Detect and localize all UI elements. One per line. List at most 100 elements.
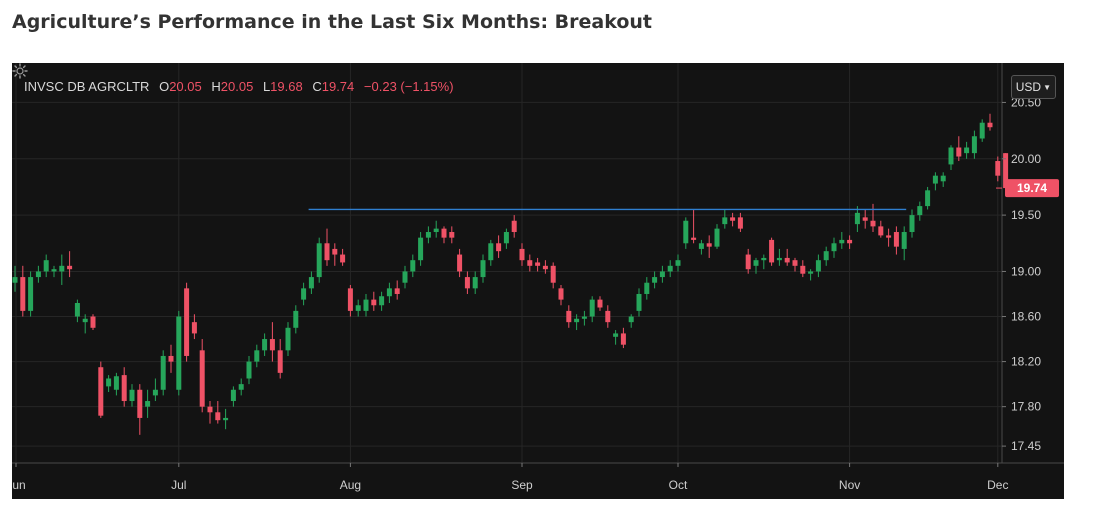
candle-body (269, 339, 275, 351)
low-label: L (262, 79, 271, 94)
candle-body (527, 260, 533, 266)
candle (893, 226, 899, 255)
candle (917, 201, 923, 221)
price-tick-label: 20.00 (1011, 152, 1041, 166)
candle-body (145, 401, 151, 407)
candle (940, 172, 946, 187)
candle-body (1003, 153, 1009, 189)
candle-body (886, 235, 892, 238)
candle-body (386, 288, 392, 297)
candle-body (238, 384, 244, 390)
candle (870, 203, 876, 233)
candle (129, 384, 135, 407)
time-tick-label: Sep (511, 478, 533, 492)
candle (277, 339, 283, 379)
candle-body (425, 232, 431, 238)
candle (558, 284, 564, 306)
candle (605, 305, 611, 328)
grid (12, 63, 1002, 463)
price-tick-label: 17.45 (1011, 439, 1041, 453)
candle-body (480, 260, 486, 278)
price-tick-label: 19.00 (1011, 264, 1041, 278)
candle-body (106, 378, 112, 387)
candle (254, 344, 260, 368)
candle-body (519, 248, 525, 261)
candle-body (98, 367, 104, 416)
candle (145, 389, 151, 418)
candle (878, 220, 884, 238)
candle (644, 277, 650, 300)
open-value: 20.05 (169, 79, 202, 94)
candle (449, 226, 455, 244)
candle-body (753, 260, 759, 266)
candle-body (620, 333, 626, 345)
candle-body (691, 237, 697, 240)
candle (909, 209, 915, 238)
candle (269, 322, 275, 362)
candle-body (652, 277, 658, 283)
candle (535, 257, 541, 272)
candle (480, 254, 486, 283)
candlestick-chart[interactable]: 20.5020.0019.5019.0018.6018.2017.8017.45… (12, 63, 1064, 499)
candle (761, 254, 767, 270)
chart-panel[interactable]: 20.50 20.00 19.50 19.00 18.60 18.20 17.80 17.45… (12, 63, 1064, 499)
candle (800, 260, 806, 278)
candle (98, 361, 104, 418)
candle-body (995, 161, 1001, 176)
candle-body (418, 237, 424, 261)
candle-body (558, 288, 564, 300)
candle-body (854, 212, 860, 225)
time-tick-label: Dec (987, 478, 1008, 492)
candle (808, 269, 814, 281)
candle-body (574, 318, 580, 323)
time-tick-label: Aug (340, 478, 361, 492)
candle (457, 248, 463, 278)
price-axis-panel[interactable] (1002, 63, 1064, 499)
candle (496, 235, 502, 258)
currency-dropdown-button[interactable]: USD ▼ (1010, 75, 1056, 99)
candle (324, 228, 330, 266)
gear-icon[interactable] (12, 63, 28, 79)
candle-body (441, 228, 447, 238)
candle (160, 350, 166, 396)
candle-body (925, 190, 931, 207)
price-tick-label: 19.50 (1011, 208, 1041, 222)
candle (168, 344, 174, 373)
candle (550, 262, 556, 289)
candle-body (199, 350, 205, 407)
candle-body (90, 316, 96, 328)
candle-body (893, 232, 899, 247)
candle (464, 271, 470, 294)
candle (776, 248, 782, 266)
candle-body (215, 412, 221, 421)
candle (847, 235, 853, 249)
time-axis: Jun Jul Aug Sep Oct Nov Dec (12, 463, 1008, 492)
candle-body (152, 389, 158, 396)
candle (230, 386, 236, 407)
candle (285, 322, 291, 356)
candle (238, 378, 244, 396)
change-value: −0.23 (−1.15%) (363, 79, 454, 94)
low-value: 19.68 (270, 79, 303, 94)
candle-body (862, 217, 868, 221)
candle-body (581, 316, 587, 319)
candle-body (566, 310, 572, 323)
candle (316, 237, 322, 283)
candle-body (769, 239, 775, 263)
candle (35, 265, 41, 283)
candle-body (371, 299, 377, 306)
high-value: 20.05 (220, 79, 254, 94)
candle-body (488, 243, 494, 261)
candle (839, 232, 845, 249)
candle (581, 310, 587, 326)
candle-body (262, 339, 268, 351)
candle (176, 310, 182, 396)
candle-body (246, 361, 252, 379)
candle-body (176, 316, 182, 390)
candle (652, 271, 658, 289)
candle (433, 220, 439, 238)
candle (792, 257, 798, 272)
candle (542, 260, 548, 274)
candle-body (410, 260, 416, 272)
